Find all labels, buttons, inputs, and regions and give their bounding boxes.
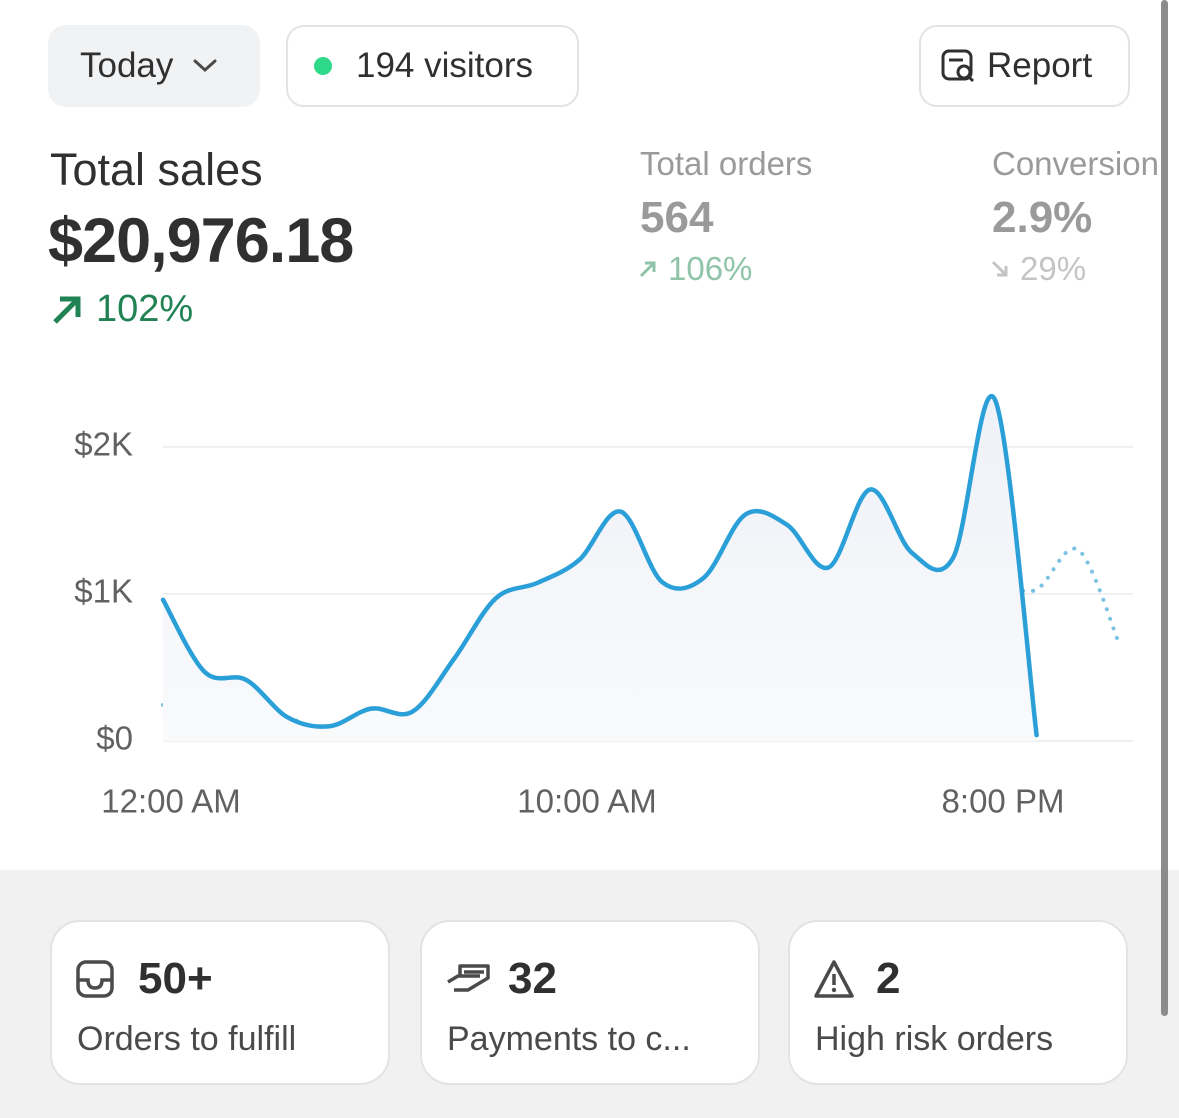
change-text: 102% <box>96 288 194 330</box>
scrollbar <box>1161 0 1168 1016</box>
report-icon <box>941 49 975 83</box>
metric-change: 106% <box>638 250 752 288</box>
report-label: Report <box>987 46 1093 85</box>
metric-change: 29% <box>990 250 1086 288</box>
report-button[interactable]: Report <box>919 25 1130 107</box>
metric-value: 2.9% <box>992 193 1093 242</box>
card[interactable]: 32 Payments to c... <box>420 920 760 1085</box>
line <box>160 394 1039 738</box>
metric-label: Conversion <box>992 145 1159 182</box>
y-tick-label: $0 <box>96 720 133 757</box>
visitors-pill[interactable]: 194 visitors <box>286 25 579 107</box>
x-tick-label: 10:00 AM <box>517 783 656 820</box>
y-tick-label: $1K <box>74 573 133 610</box>
live-dot <box>314 57 332 75</box>
x-tick-label: 12:00 AM <box>101 783 240 820</box>
chevron-icon <box>193 59 217 73</box>
card[interactable]: 50+ Orders to fulfill <box>50 920 390 1085</box>
inbox-icon <box>76 960 114 998</box>
warning-icon <box>814 960 854 998</box>
metric-label: Total sales <box>50 144 263 195</box>
down-arrow <box>991 260 1008 277</box>
up-arrow <box>639 261 656 278</box>
visitors-label: 194 visitors <box>356 46 534 85</box>
card-value: 2 <box>876 954 901 1003</box>
card-value: 50+ <box>138 954 213 1003</box>
metric-value: 564 <box>640 193 714 242</box>
period-label: Today <box>80 46 174 85</box>
metric-value: $20,976.18 <box>48 206 354 276</box>
change-text: 106% <box>668 250 753 287</box>
change-text: 29% <box>1020 250 1087 287</box>
chart: $0 $1K $2K 12:00 AM 10:00 AM 8:00 PM <box>74 394 1133 820</box>
metric-label: Total orders <box>640 145 813 182</box>
metric-change: 102% <box>50 288 193 331</box>
x-tick-label: 8:00 PM <box>942 783 1065 820</box>
payment-icon <box>447 964 490 992</box>
card-value: 32 <box>508 954 557 1003</box>
area <box>163 396 1037 741</box>
card-label: Orders to fulfill <box>77 1020 297 1058</box>
period-button[interactable]: Today <box>48 25 260 107</box>
up-arrow <box>53 296 81 324</box>
card-label: Payments to c... <box>447 1020 691 1058</box>
card-label: High risk orders <box>815 1020 1054 1058</box>
card[interactable]: 2 High risk orders <box>788 920 1128 1085</box>
y-tick-label: $2K <box>74 426 133 463</box>
